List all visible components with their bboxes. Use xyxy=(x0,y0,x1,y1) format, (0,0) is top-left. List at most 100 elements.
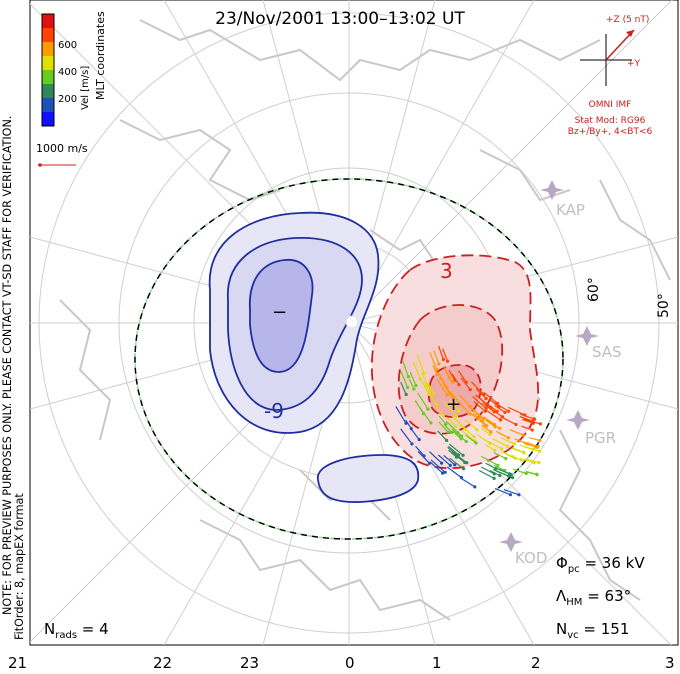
velocity-vector-origin xyxy=(465,461,469,465)
velocity-vector xyxy=(433,350,440,365)
velocity-vector-origin xyxy=(421,412,426,416)
velocity-vector xyxy=(493,464,506,472)
colorbar-segment xyxy=(42,56,54,71)
velocity-vector xyxy=(485,444,496,451)
velocity-vector xyxy=(428,451,443,464)
velocity-vector xyxy=(436,406,444,416)
velocity-vector-origin xyxy=(445,386,449,390)
velocity-vector-origin xyxy=(504,456,508,461)
velocity-vector-origin xyxy=(500,447,504,451)
velocity-vector-origin xyxy=(468,388,472,392)
stat-n-rads: Nrads = 4 xyxy=(44,620,109,641)
potential-maximum-marker: + xyxy=(446,394,461,415)
velocity-vector xyxy=(495,430,509,439)
velocity-vector-origin xyxy=(498,473,502,478)
velocity-vector xyxy=(480,466,495,475)
velocity-vector-origin xyxy=(506,436,510,440)
velocity-vector-origin xyxy=(454,424,458,428)
velocity-vector xyxy=(447,417,457,427)
velocity-vector-origin xyxy=(461,453,465,457)
velocity-vector xyxy=(524,443,538,448)
velocity-vector xyxy=(448,369,456,381)
velocity-vector-origin xyxy=(453,378,457,382)
velocity-vector-origin xyxy=(454,455,459,459)
velocity-vector xyxy=(449,400,460,412)
station-marker-sas xyxy=(575,326,599,346)
latitude-label-50: 50° xyxy=(656,293,672,318)
velocity-vector xyxy=(494,405,506,413)
velocity-vector-origin xyxy=(508,493,512,497)
velocity-vector-origin xyxy=(536,444,540,448)
velocity-vector-origin xyxy=(478,415,482,419)
colorbar-segment xyxy=(42,98,54,113)
velocity-vector xyxy=(481,455,499,466)
velocity-vector xyxy=(417,451,430,464)
velocity-vector xyxy=(507,406,526,416)
velocity-vector-origin xyxy=(500,415,504,419)
contour-label-positive: 3 xyxy=(440,259,453,283)
velocity-vector xyxy=(491,408,503,418)
velocity-vector xyxy=(417,392,429,410)
velocity-vector-origin xyxy=(510,476,515,480)
velocity-vector xyxy=(449,443,464,456)
colorbar-segment xyxy=(42,28,54,43)
velocity-vector-origin xyxy=(417,438,421,442)
velocity-vector xyxy=(465,434,477,444)
imf-z-label: +Z (5 nT) xyxy=(606,15,649,25)
velocity-vector-origin xyxy=(524,471,528,476)
contour-label-negative: -9 xyxy=(264,399,284,423)
velocity-vector xyxy=(452,430,462,440)
velocity-vector-origin xyxy=(537,449,541,453)
velocity-vector-origin xyxy=(406,375,410,379)
velocity-vector xyxy=(408,378,415,390)
velocity-vector xyxy=(522,441,539,447)
velocity-vector-origin xyxy=(429,421,433,425)
velocity-vector-origin xyxy=(422,454,426,458)
velocity-vector xyxy=(421,372,429,386)
velocity-vector xyxy=(494,487,511,496)
velocity-vector xyxy=(438,345,444,360)
velocity-vector xyxy=(520,458,535,464)
velocity-vector xyxy=(521,425,533,431)
velocity-vector-origin xyxy=(457,409,461,413)
velocity-vector xyxy=(450,425,463,437)
velocity-vectors xyxy=(395,345,543,497)
station-label-pgr: PGR xyxy=(585,429,616,447)
velocity-vector xyxy=(464,419,478,431)
negative-potential-cell xyxy=(208,211,420,503)
station-marker-pgr xyxy=(566,410,590,430)
velocity-vector-origin xyxy=(453,463,457,467)
velocity-vector xyxy=(519,413,535,420)
map-title: 23/Nov/2001 13:00–13:02 UT xyxy=(215,9,465,29)
negative-secondary-cell xyxy=(317,454,420,503)
velocity-vector xyxy=(452,451,468,464)
pole-marker xyxy=(345,315,359,329)
velocity-colorbar: 600 400 200 Vel [m/s] xyxy=(41,13,91,127)
velocity-vector xyxy=(528,437,540,442)
velocity-vector-origin xyxy=(454,414,458,418)
velocity-vector-origin xyxy=(406,385,410,390)
velocity-vector xyxy=(493,452,507,460)
velocity-vector-origin xyxy=(418,377,423,381)
velocity-vector xyxy=(438,415,447,425)
velocity-vector xyxy=(438,421,449,433)
velocity-vector-origin xyxy=(496,463,500,467)
velocity-vector xyxy=(483,391,498,404)
velocity-vector xyxy=(492,438,508,447)
velocity-vector-origin xyxy=(492,476,496,480)
velocity-vector-origin xyxy=(435,368,439,372)
velocity-vector-origin xyxy=(456,453,461,457)
velocity-vector xyxy=(489,399,500,408)
velocity-vector-origin xyxy=(505,444,510,448)
velocity-vector-origin xyxy=(459,475,463,480)
colorbar-tick-600: 600 xyxy=(58,40,77,51)
velocity-vector-origin xyxy=(503,410,507,414)
velocity-vector xyxy=(449,457,464,470)
velocity-vector-origin xyxy=(484,406,488,411)
velocity-vector xyxy=(459,424,475,438)
velocity-vector-origin xyxy=(443,470,447,474)
mlt-tick: 2 xyxy=(531,654,541,672)
velocity-vector xyxy=(412,361,422,380)
velocity-vector-origin xyxy=(535,472,539,476)
velocity-vector-origin xyxy=(441,414,445,418)
